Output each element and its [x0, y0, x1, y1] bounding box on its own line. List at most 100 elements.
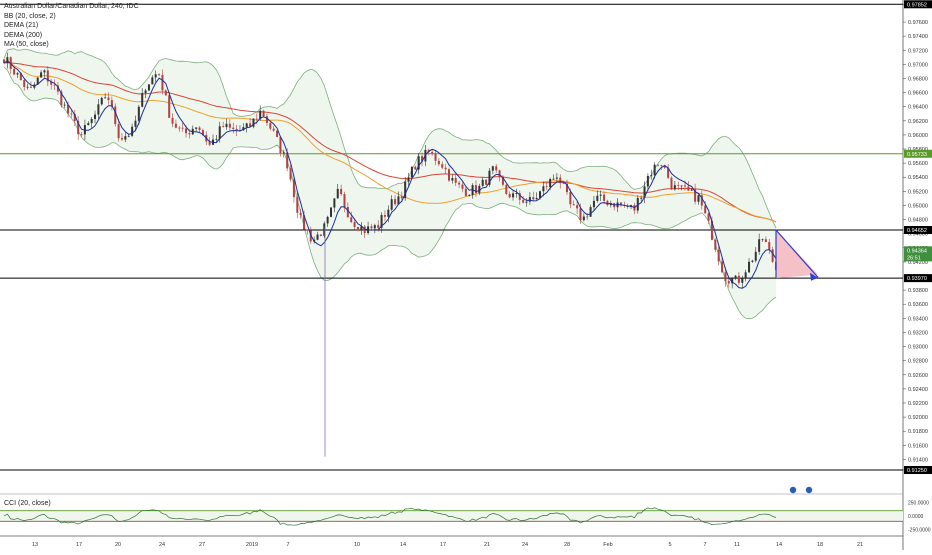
candle-body: [43, 70, 46, 73]
candle-body: [262, 110, 265, 117]
candle-body: [491, 166, 494, 171]
candle-body: [468, 195, 471, 196]
candle-body: [549, 179, 552, 188]
candle-body: [657, 164, 660, 166]
price-tick-label: 0.92200: [908, 401, 928, 407]
level-price-tag: [904, 466, 932, 475]
candle-body: [114, 106, 117, 125]
candle-body: [228, 123, 231, 128]
candle-body: [356, 226, 359, 231]
candle-body: [168, 95, 171, 118]
candle-body: [282, 152, 285, 154]
candle-body: [289, 168, 292, 180]
candle-body: [528, 197, 531, 202]
candle-body: [606, 200, 609, 206]
time-tick-label: 20: [115, 542, 121, 548]
cci-line: [3, 507, 777, 526]
price-tick-label: 0.92400: [908, 387, 928, 393]
price-tick-label: 0.94600: [908, 232, 928, 238]
candle-body: [660, 164, 663, 166]
candle-body: [323, 223, 326, 236]
current-price-tag: [904, 253, 932, 262]
time-tick-label: 14: [400, 542, 406, 548]
candle-body: [117, 124, 120, 139]
candle-body: [333, 198, 336, 208]
level-price-label: 0.95733: [907, 152, 927, 158]
candle-body: [474, 185, 477, 194]
candle-body: [259, 110, 262, 120]
candle-body: [710, 220, 713, 240]
candle-body: [383, 215, 386, 217]
candle-body: [643, 186, 646, 198]
price-tick-label: 0.92600: [908, 373, 928, 379]
candle-body: [279, 136, 282, 153]
candle-body: [545, 186, 548, 188]
candle-body: [346, 206, 349, 218]
price-tick-label: 0.93400: [908, 316, 928, 322]
candle-body: [704, 205, 707, 214]
candle-body: [171, 117, 174, 124]
candle-body: [461, 184, 464, 189]
candle-body: [16, 73, 19, 75]
candle-body: [407, 177, 410, 182]
candle-body: [151, 77, 154, 85]
candle-body: [552, 178, 555, 180]
candle-body: [569, 192, 572, 205]
dema21-line: [3, 60, 777, 289]
candle-body: [181, 127, 184, 129]
candle-body: [764, 239, 767, 243]
candle-body: [306, 229, 309, 231]
candle-body: [174, 123, 177, 128]
candle-body: [572, 204, 575, 206]
candle-body: [599, 194, 602, 196]
price-tick-label: 0.95000: [908, 203, 928, 209]
candle-body: [56, 85, 59, 92]
price-tick-label: 0.96800: [908, 76, 928, 82]
candle-body: [724, 272, 727, 282]
candle-body: [451, 178, 454, 181]
candle-body: [188, 133, 191, 135]
candle-body: [727, 281, 730, 284]
price-tick-label: 0.97200: [908, 48, 928, 54]
candle-body: [670, 177, 673, 190]
cci-tick-label: 250.0000: [908, 501, 929, 507]
candle-body: [387, 209, 390, 217]
candle-body: [299, 212, 302, 216]
time-tick-label: Feb: [603, 542, 612, 548]
candle-body: [596, 195, 599, 201]
time-tick-label: 13: [32, 542, 38, 548]
candle-body: [748, 261, 751, 273]
candle-body: [505, 184, 508, 194]
candle-body: [518, 193, 521, 200]
candle-body: [70, 113, 73, 115]
candle-body: [495, 166, 498, 171]
candle-body: [414, 166, 417, 170]
candle-body: [653, 164, 656, 176]
price-tick-label: 0.97000: [908, 62, 928, 68]
candle-body: [178, 127, 181, 129]
candle-body: [97, 104, 100, 115]
current-price-tag: [904, 246, 932, 255]
candle-body: [2, 59, 6, 63]
candle-body: [67, 104, 70, 114]
candle-body: [161, 74, 164, 91]
price-tick-label: 0.92800: [908, 359, 928, 365]
candle-body: [360, 226, 363, 231]
price-tick-label: 0.95600: [908, 161, 928, 167]
candle-body: [390, 199, 393, 210]
event-marker-icon: [805, 486, 813, 494]
candle-body: [316, 234, 319, 240]
candle-body: [565, 183, 568, 193]
candle-body: [100, 97, 103, 105]
candle-body: [134, 120, 137, 127]
candle-body: [147, 84, 150, 91]
ma50-line: [3, 59, 777, 223]
bollinger-lower-line: [3, 66, 777, 320]
bollinger-band-fill: [4, 48, 776, 319]
candle-body: [673, 185, 676, 190]
candle-body: [131, 126, 134, 136]
candle-body: [164, 90, 167, 96]
level-price-label: 0.97852: [907, 2, 927, 8]
